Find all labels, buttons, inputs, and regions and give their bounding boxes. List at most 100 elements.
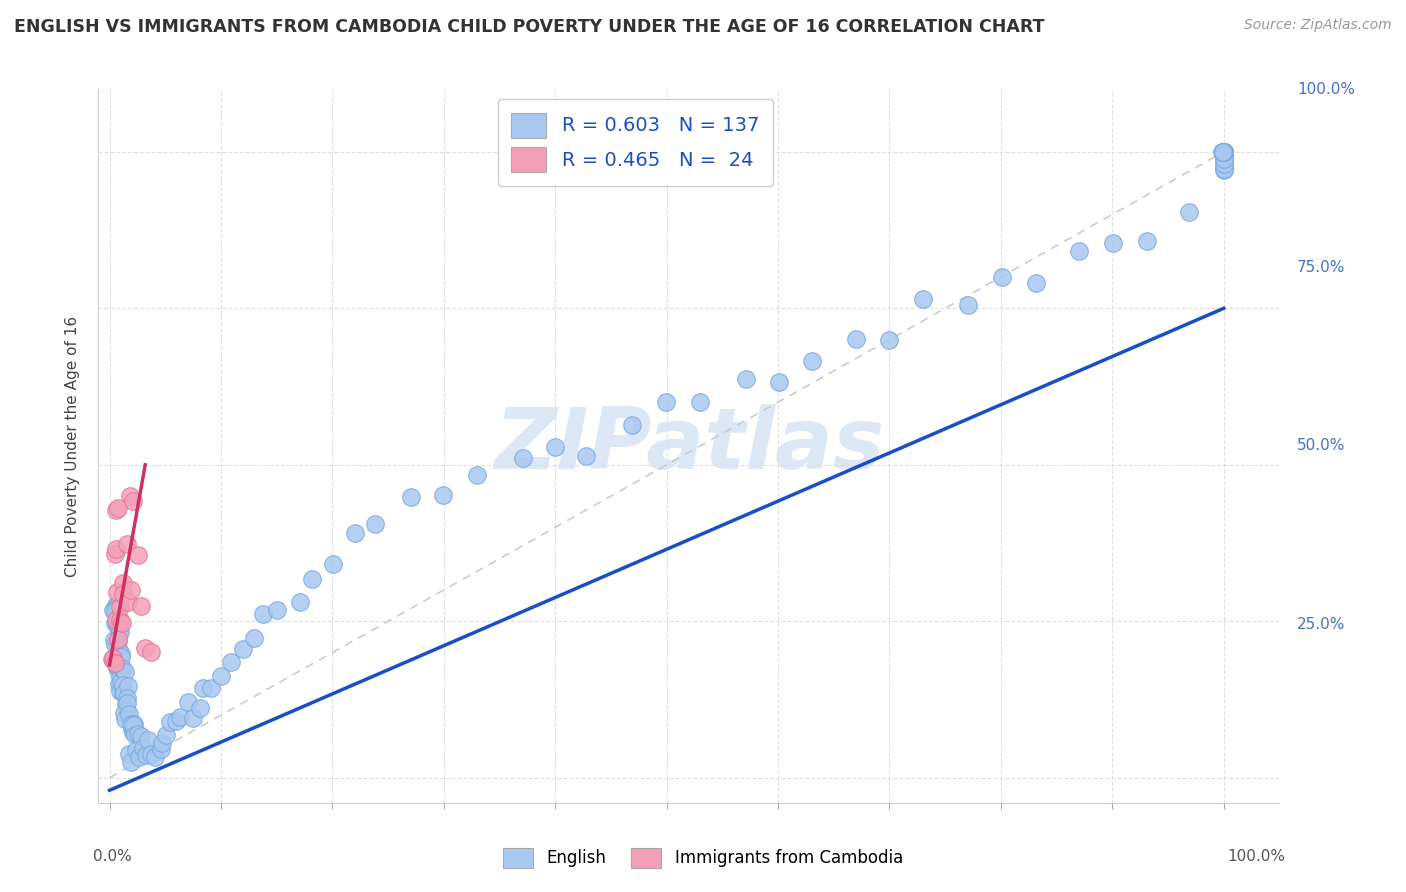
Point bbox=[181, 711, 204, 725]
Point bbox=[465, 467, 488, 482]
Point bbox=[1212, 145, 1234, 159]
Point bbox=[911, 292, 934, 306]
Point bbox=[105, 584, 128, 599]
Point bbox=[112, 678, 135, 692]
Text: 50.0%: 50.0% bbox=[1298, 439, 1346, 453]
Point bbox=[101, 603, 124, 617]
Point bbox=[734, 372, 756, 386]
Point bbox=[149, 741, 172, 756]
Point bbox=[104, 547, 127, 561]
Point bbox=[108, 600, 131, 615]
Point bbox=[177, 695, 200, 709]
Point bbox=[364, 516, 387, 531]
Text: 75.0%: 75.0% bbox=[1298, 260, 1346, 275]
Point bbox=[104, 656, 127, 670]
Point bbox=[128, 749, 150, 764]
Point bbox=[110, 661, 132, 675]
Point bbox=[114, 698, 136, 712]
Text: 100.0%: 100.0% bbox=[1227, 849, 1285, 864]
Point bbox=[1212, 145, 1234, 159]
Point bbox=[115, 536, 138, 550]
Point bbox=[1212, 145, 1234, 159]
Point bbox=[877, 334, 900, 348]
Point bbox=[1212, 145, 1234, 159]
Point bbox=[191, 681, 214, 696]
Point bbox=[112, 686, 135, 700]
Text: 25.0%: 25.0% bbox=[1298, 617, 1346, 632]
Point bbox=[120, 717, 142, 731]
Point bbox=[124, 728, 146, 742]
Point bbox=[103, 651, 125, 665]
Point bbox=[122, 717, 145, 731]
Point bbox=[108, 668, 131, 682]
Point bbox=[1212, 145, 1234, 159]
Point bbox=[108, 663, 131, 677]
Point bbox=[100, 651, 122, 665]
Point bbox=[159, 714, 181, 729]
Point bbox=[1212, 145, 1234, 159]
Point bbox=[1212, 152, 1234, 166]
Point bbox=[1212, 145, 1234, 159]
Point bbox=[1067, 244, 1090, 259]
Point bbox=[108, 620, 131, 634]
Point bbox=[399, 490, 422, 504]
Point bbox=[512, 450, 534, 465]
Point bbox=[1212, 146, 1234, 161]
Point bbox=[242, 631, 264, 645]
Point bbox=[115, 690, 138, 705]
Point bbox=[1212, 145, 1234, 159]
Point bbox=[1212, 149, 1234, 163]
Point bbox=[1178, 205, 1201, 219]
Point bbox=[301, 572, 323, 586]
Point bbox=[104, 637, 127, 651]
Point bbox=[1212, 152, 1234, 166]
Text: 0.0%: 0.0% bbox=[93, 849, 131, 864]
Point bbox=[1212, 145, 1234, 159]
Point bbox=[104, 615, 127, 630]
Point bbox=[114, 712, 136, 726]
Point bbox=[1212, 157, 1234, 171]
Point bbox=[200, 681, 222, 695]
Point bbox=[288, 595, 311, 609]
Point bbox=[1212, 163, 1234, 178]
Point bbox=[112, 685, 135, 699]
Point bbox=[108, 613, 131, 627]
Point bbox=[1212, 145, 1234, 159]
Point bbox=[107, 500, 129, 515]
Point bbox=[112, 587, 135, 601]
Point bbox=[125, 743, 148, 757]
Point bbox=[1101, 236, 1123, 251]
Point bbox=[141, 645, 163, 659]
Point bbox=[801, 354, 824, 368]
Point bbox=[1212, 145, 1234, 159]
Point bbox=[105, 601, 128, 615]
Point bbox=[1136, 235, 1159, 249]
Point bbox=[1212, 145, 1234, 159]
Point bbox=[1212, 145, 1234, 159]
Point bbox=[991, 270, 1014, 285]
Point bbox=[221, 656, 243, 670]
Point bbox=[1212, 150, 1234, 164]
Point bbox=[110, 674, 132, 689]
Point bbox=[107, 633, 129, 648]
Point bbox=[1212, 146, 1234, 161]
Point bbox=[107, 626, 129, 640]
Point bbox=[104, 604, 127, 618]
Y-axis label: Child Poverty Under the Age of 16: Child Poverty Under the Age of 16 bbox=[65, 316, 80, 576]
Point bbox=[1212, 145, 1234, 159]
Point bbox=[121, 722, 143, 736]
Point bbox=[1212, 151, 1234, 165]
Point bbox=[135, 748, 157, 763]
Point bbox=[105, 659, 128, 673]
Point bbox=[1212, 150, 1234, 164]
Point bbox=[209, 669, 232, 683]
Point bbox=[689, 395, 711, 409]
Point bbox=[117, 595, 139, 609]
Text: 100.0%: 100.0% bbox=[1298, 82, 1355, 96]
Point bbox=[122, 716, 145, 731]
Point bbox=[110, 650, 132, 665]
Text: ENGLISH VS IMMIGRANTS FROM CAMBODIA CHILD POVERTY UNDER THE AGE OF 16 CORRELATIO: ENGLISH VS IMMIGRANTS FROM CAMBODIA CHIL… bbox=[14, 18, 1045, 36]
Point bbox=[121, 725, 143, 739]
Point bbox=[1212, 145, 1234, 159]
Point bbox=[118, 747, 141, 762]
